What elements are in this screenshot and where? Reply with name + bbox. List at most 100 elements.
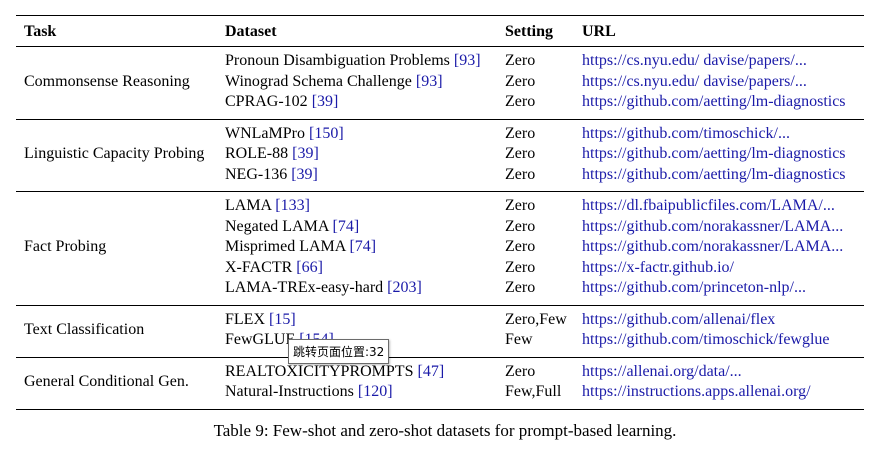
setting-cell: Zero: [505, 362, 536, 380]
citation-link[interactable]: [150]: [308, 124, 344, 142]
setting-cell: Zero,Few: [505, 310, 567, 328]
table-row: CPRAG-102 [39] Zero https://github.com/aet…: [16, 93, 864, 114]
dataset-name: Misprimed LAMA: [225, 238, 346, 255]
table-body: Commonsense Reasoning Pronoun Disambiguat…: [16, 47, 864, 409]
dataset-name: FewGLUE: [225, 331, 296, 348]
url-link[interactable]: https://github.com/aetting/lm-diagnostic…: [582, 165, 846, 183]
dataset-cell: Misprimed LAMA [74]: [225, 238, 376, 256]
dataset-cell: FLEX [15]: [225, 311, 296, 329]
dataset-name: Pronoun Disambiguation Problems: [225, 52, 450, 69]
setting-cell: Zero: [505, 124, 536, 142]
setting-cell: Zero: [505, 165, 536, 183]
table-row: Misprimed LAMA [74] Zero https://github.co…: [16, 238, 864, 259]
header-dataset: Dataset: [225, 23, 277, 40]
url-link[interactable]: https://github.com/aetting/lm-diagnostic…: [582, 93, 846, 110]
table-row: Winograd Schema Challenge [93] Zero https:…: [16, 73, 864, 94]
url-link[interactable]: https://github.com/timoschick/fewglue: [582, 331, 830, 348]
dataset-cell: X-FACTR [66]: [225, 259, 323, 277]
citation-link[interactable]: [93]: [415, 72, 443, 90]
url-link[interactable]: https://github.com/aetting/lm-diagnostic…: [582, 145, 846, 162]
task-group: Commonsense Reasoning Pronoun Disambiguat…: [16, 47, 864, 120]
dataset-cell: Winograd Schema Challenge [93]: [225, 73, 443, 91]
citation-link[interactable]: [120]: [357, 383, 393, 400]
task-group: Fact Probing LAMA [133] Zero https://dl.fba…: [16, 192, 864, 306]
dataset-name: NEG-136: [225, 165, 288, 183]
url-link[interactable]: https://cs.nyu.edu/ davise/papers/...: [582, 72, 807, 90]
table-row: Negated LAMA [74] Zero https://github.com/…: [16, 218, 864, 239]
url-link[interactable]: https://github.com/allenai/flex: [582, 310, 776, 328]
citation-link[interactable]: [133]: [275, 197, 310, 214]
citation-link[interactable]: [39]: [292, 145, 319, 162]
citation-link[interactable]: [47]: [417, 362, 445, 380]
setting-cell: Few: [505, 331, 533, 348]
citation-link[interactable]: [15]: [269, 310, 296, 328]
task-label: Fact Probing: [24, 238, 107, 256]
dataset-name: LAMA: [225, 197, 272, 214]
task-group: Linguistic Capacity Probing WNLaMPro [150…: [16, 120, 864, 192]
url-link[interactable]: https://allenai.org/data/...: [582, 362, 742, 380]
dataset-name: LAMA-TREx-easy-hard: [225, 279, 384, 296]
dataset-cell: NEG-136 [39]: [225, 166, 318, 184]
setting-cell: Zero: [505, 238, 536, 255]
table-row: LAMA-TREx-easy-hard [203] Zero https://git…: [16, 279, 864, 300]
table-row: FLEX [15] Zero,Few https://github.com/alle…: [16, 311, 864, 332]
setting-cell: Zero: [505, 93, 536, 110]
dataset-name: REALTOXICITYPROMPTS: [225, 362, 414, 380]
dataset-cell: Negated LAMA [74]: [225, 218, 359, 236]
datasets-table: Task Dataset Setting URL Commonsense Rea…: [16, 15, 864, 410]
url-link[interactable]: https://x-factr.github.io/: [582, 258, 734, 276]
table-row: WNLaMPro [150] Zero https://github.com/tim…: [16, 125, 864, 146]
setting-cell: Zero: [505, 258, 536, 276]
citation-link[interactable]: [66]: [296, 258, 323, 276]
table-header: Task Dataset Setting URL: [16, 16, 864, 47]
setting-cell: Zero: [505, 197, 536, 214]
task-label: General Conditional Gen.: [24, 373, 189, 390]
url-link[interactable]: https://github.com/timoschick/...: [582, 124, 790, 142]
dataset-name: CPRAG-102: [225, 93, 308, 110]
table-caption: Table 9: Few-shot and zero-shot datasets…: [213, 421, 677, 440]
url-link[interactable]: https://instructions.apps.allenai.org/: [582, 383, 811, 400]
jump-tooltip: 跳转页面位置:32: [288, 339, 390, 364]
dataset-cell: REALTOXICITYPROMPTS [47]: [225, 363, 444, 381]
url-link[interactable]: https://dl.fbaipublicfiles.com/LAMA/...: [582, 197, 835, 214]
dataset-cell: LAMA [133]: [225, 197, 310, 215]
setting-cell: Zero: [505, 279, 536, 296]
table-row: X-FACTR [66] Zero https://x-factr.github.i…: [16, 259, 864, 280]
setting-cell: Few,Full: [505, 383, 562, 400]
citation-link[interactable]: [39]: [291, 165, 318, 183]
dataset-cell: CPRAG-102 [39]: [225, 93, 338, 111]
table-row: Pronoun Disambiguation Problems [93] Zero…: [16, 52, 864, 73]
url-link[interactable]: https://cs.nyu.edu/ davise/papers/...: [582, 52, 807, 69]
dataset-name: ROLE-88: [225, 145, 289, 162]
citation-link[interactable]: [74]: [349, 238, 377, 255]
task-label: Linguistic Capacity Probing: [24, 145, 205, 163]
url-link[interactable]: https://github.com/norakassner/LAMA...: [582, 217, 844, 235]
url-link[interactable]: https://github.com/princeton-nlp/...: [582, 279, 806, 296]
header-setting: Setting: [505, 23, 553, 40]
task-label: Text Classification: [24, 321, 145, 338]
task-label: Commonsense Reasoning: [24, 72, 190, 90]
setting-cell: Zero: [505, 217, 536, 235]
citation-link[interactable]: [74]: [332, 217, 360, 235]
citation-link[interactable]: [93]: [453, 52, 481, 69]
header-url: URL: [582, 23, 616, 40]
dataset-cell: Pronoun Disambiguation Problems [93]: [225, 52, 481, 70]
dataset-name: FLEX: [225, 310, 265, 328]
setting-cell: Zero: [505, 52, 536, 69]
table-row: ROLE-88 [39] Zero https://github.com/aetti…: [16, 145, 864, 166]
dataset-cell: LAMA-TREx-easy-hard [203]: [225, 279, 422, 297]
url-link[interactable]: https://github.com/norakassner/LAMA...: [582, 238, 844, 255]
table-row: FewGLUE [154]Fewhttps://github.com/timos…: [16, 331, 864, 352]
table-row: Natural-Instructions [120] Few,Full https:…: [16, 383, 864, 404]
citation-link[interactable]: [203]: [387, 279, 422, 296]
citation-link[interactable]: [39]: [311, 93, 339, 110]
dataset-cell: WNLaMPro [150]: [225, 125, 344, 143]
dataset-name: WNLaMPro: [225, 124, 305, 142]
dataset-name: Natural-Instructions: [225, 383, 354, 400]
table-row: REALTOXICITYPROMPTS [47] Zero https://alle…: [16, 363, 864, 384]
table-row: LAMA [133] Zero https://dl.fbaipublicfiles…: [16, 197, 864, 218]
dataset-cell: Natural-Instructions [120]: [225, 383, 393, 401]
dataset-cell: ROLE-88 [39]: [225, 145, 319, 163]
dataset-name: Negated LAMA: [225, 217, 329, 235]
task-group: General Conditional Gen. REALTOXICITYPROM…: [16, 358, 864, 409]
